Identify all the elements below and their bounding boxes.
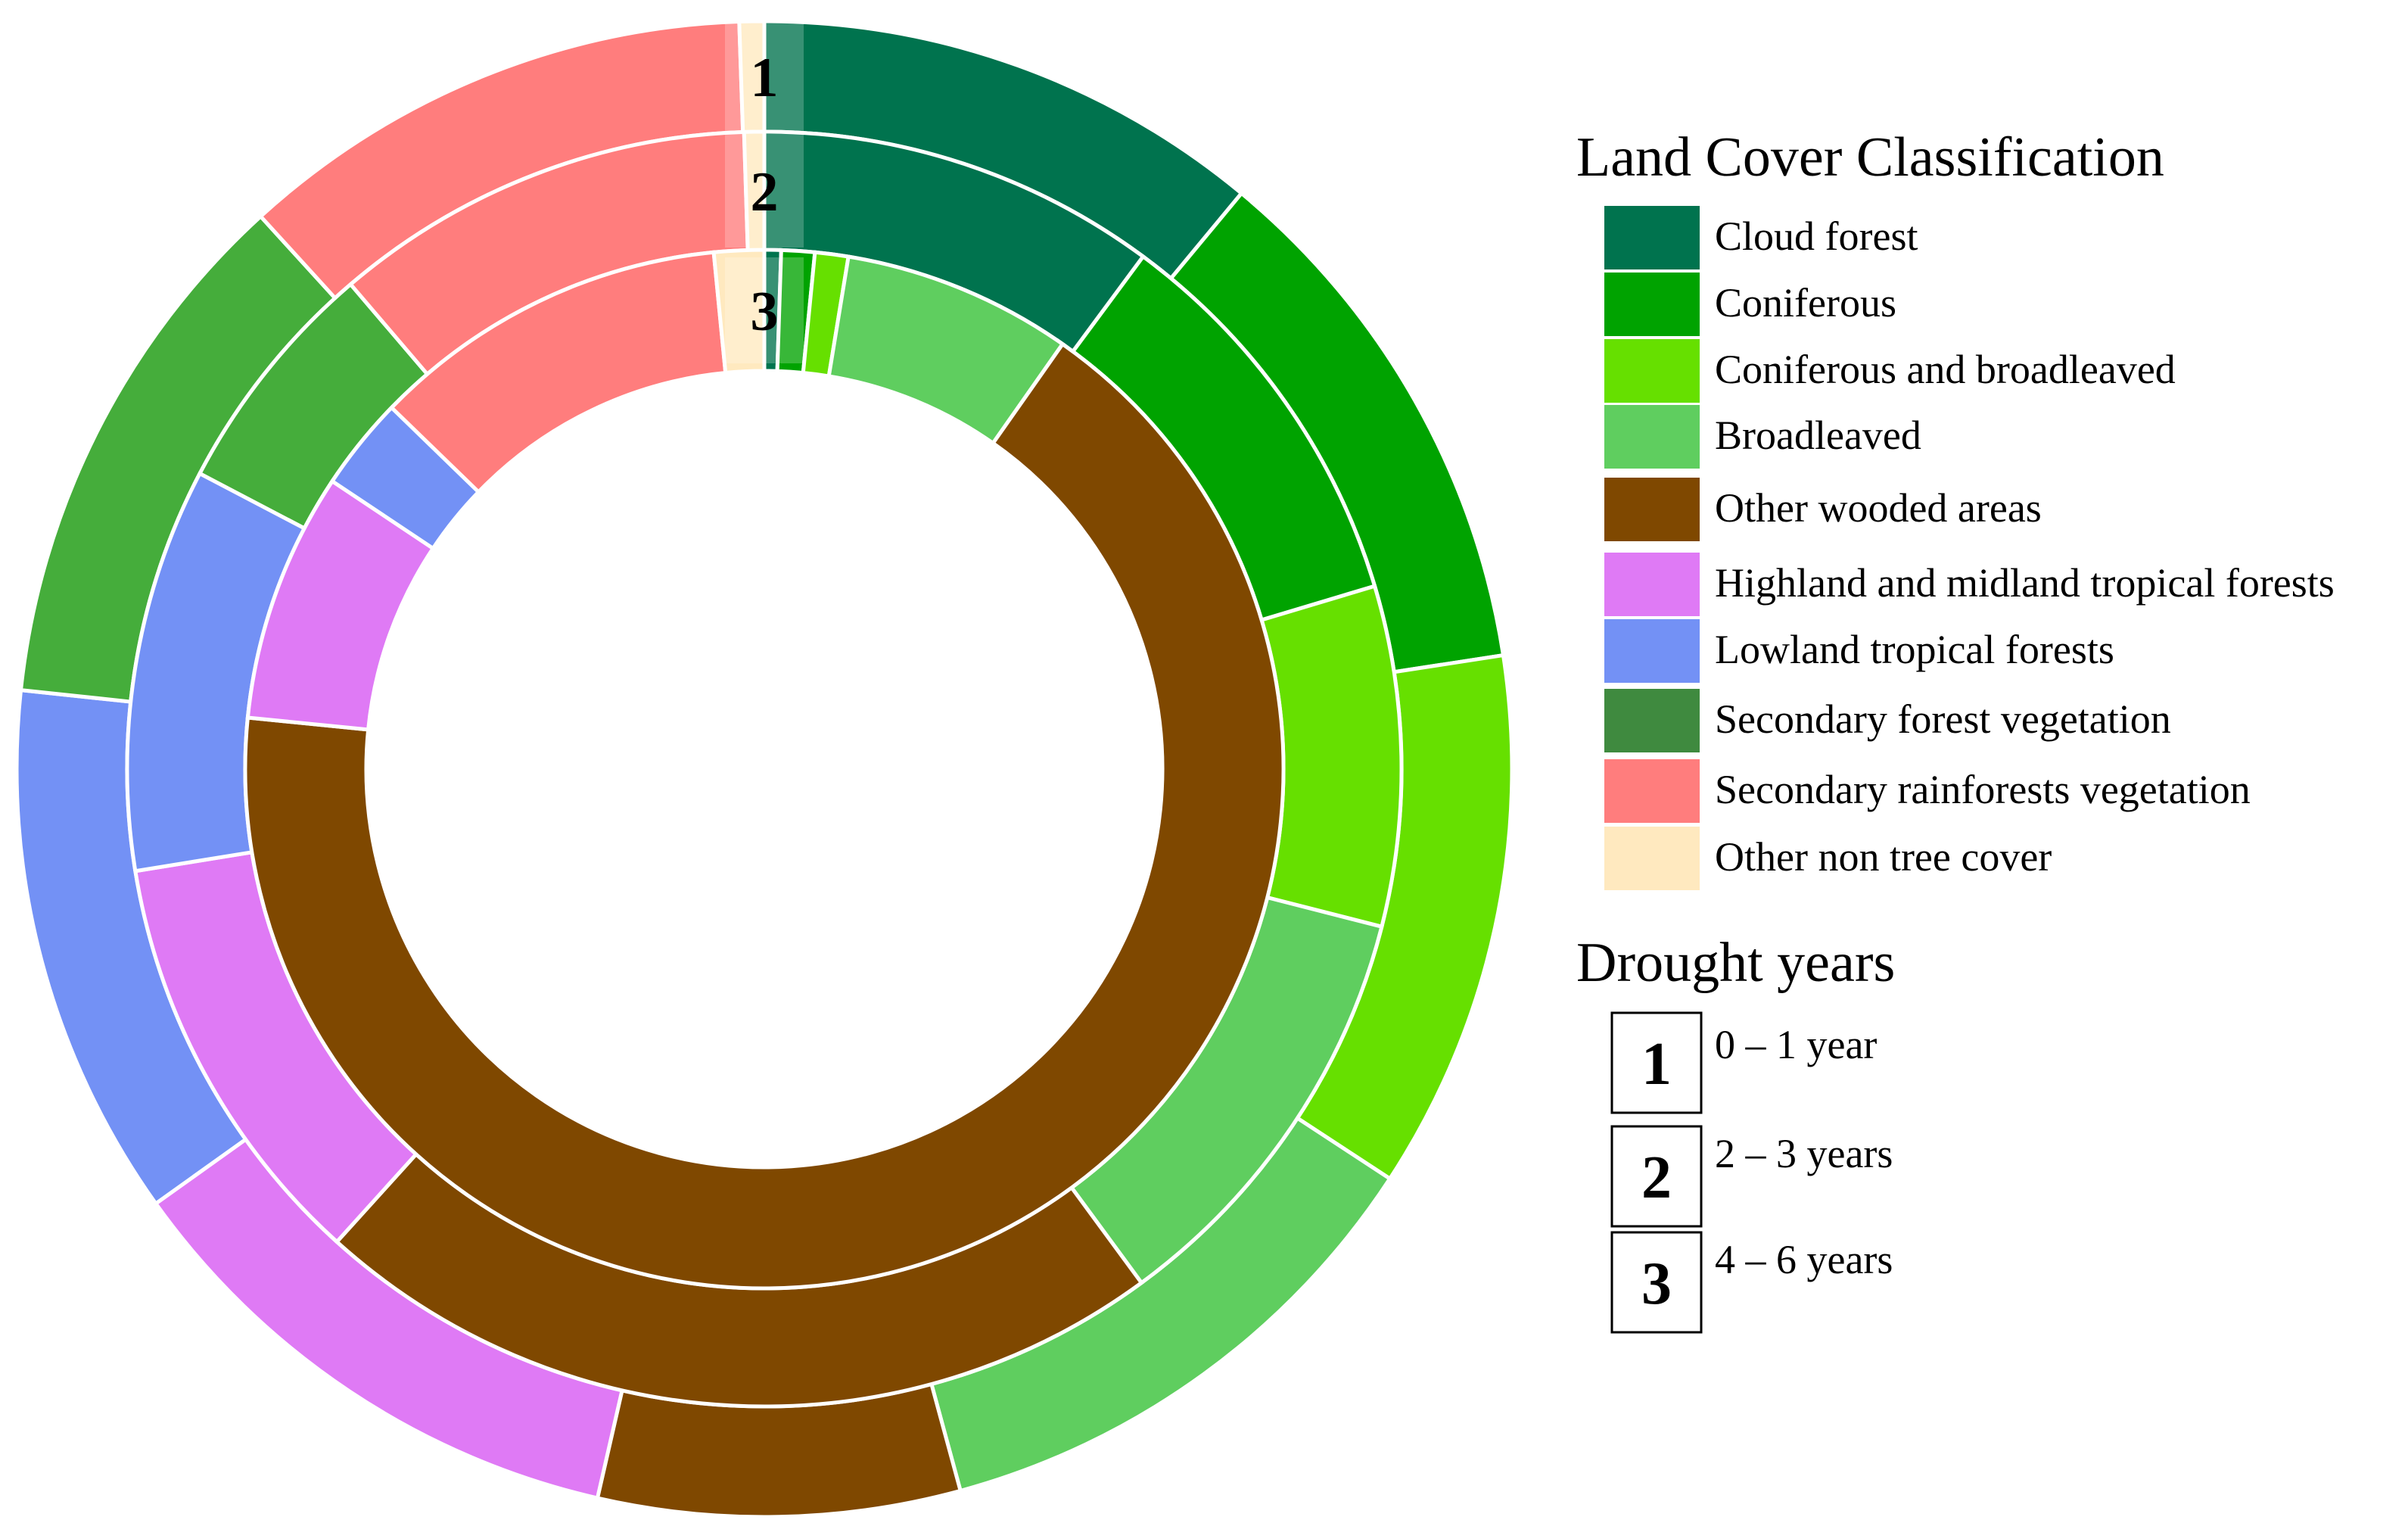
legend-swatch-other-wooded-areas xyxy=(1604,478,1700,541)
legend-swatch-broadleaved xyxy=(1604,405,1700,469)
drought-key-number-3: 3 xyxy=(1641,1251,1672,1317)
legend-label-secondary-forest-vegetation: Secondary forest vegetation xyxy=(1715,696,2171,742)
drought-key-box-2 xyxy=(1610,1125,1703,1228)
legend-label-lowland-tropical-forests: Lowland tropical forests xyxy=(1715,627,2114,672)
ring-3-slice-other-non-tree-cover xyxy=(711,248,767,375)
drought-legend: 1 0 – 1 year 2 2 – 3 years 3 4 – 6 years xyxy=(1610,1011,1893,1334)
legend-label-other-wooded-areas: Other wooded areas xyxy=(1715,485,2042,531)
ring-3-slice-other-wooded-areas xyxy=(243,341,1286,1291)
drought-key-box-3 xyxy=(1610,1231,1703,1334)
ring-1-label: 1 xyxy=(751,47,779,109)
legend-swatch-cloud-forest xyxy=(1604,206,1700,269)
legend-label-secondary-rainforests-vegetation: Secondary rainforests vegetation xyxy=(1715,767,2251,812)
drought-key-box-1 xyxy=(1610,1011,1703,1114)
legend-label-coniferous: Coniferous xyxy=(1715,280,1896,325)
legend-swatch-secondary-forest-vegetation xyxy=(1604,689,1700,752)
drought-legend-title: Drought years xyxy=(1576,932,1895,994)
legend-swatch-highland-and-midland-tropical-forests xyxy=(1604,553,1700,616)
legend-swatch-lowland-tropical-forests xyxy=(1604,619,1700,683)
donut-rings xyxy=(14,19,1514,1519)
ring-2-label: 2 xyxy=(751,161,779,223)
legend-swatch-coniferous xyxy=(1604,273,1700,336)
legend-swatch-coniferous-and-broadleaved xyxy=(1604,339,1700,403)
drought-key-label-3: 4 – 6 years xyxy=(1715,1237,1893,1282)
legend-label-other-non-tree-cover: Other non tree cover xyxy=(1715,834,2052,880)
drought-key-number-1: 1 xyxy=(1641,1031,1672,1098)
drought-key-label-2: 2 – 3 years xyxy=(1715,1131,1893,1176)
drought-key-number-2: 2 xyxy=(1641,1145,1672,1211)
legend-label-coniferous-and-broadleaved: Coniferous and broadleaved xyxy=(1715,347,2176,392)
legend-label-highland-and-midland-tropical-forests: Highland and midland tropical forests xyxy=(1715,560,2335,606)
ring-3-label: 3 xyxy=(751,281,779,343)
legend: Cloud forest Coniferous Coniferous and bro… xyxy=(1604,206,2335,890)
legend-label-broadleaved: Broadleaved xyxy=(1715,413,1921,458)
legend-title: Land Cover Classification xyxy=(1576,126,2164,188)
ring-labels: 1 2 3 xyxy=(725,20,804,363)
legend-swatch-other-non-tree-cover xyxy=(1604,827,1700,890)
ring-1-label-backdrop xyxy=(725,20,804,133)
legend-label-cloud-forest: Cloud forest xyxy=(1715,213,1918,259)
ring-2-label-backdrop xyxy=(725,134,804,248)
legend-swatch-secondary-rainforests-vegetation xyxy=(1604,759,1700,823)
ring-3-label-backdrop xyxy=(725,257,804,363)
drought-key-label-1: 0 – 1 year xyxy=(1715,1022,1877,1067)
